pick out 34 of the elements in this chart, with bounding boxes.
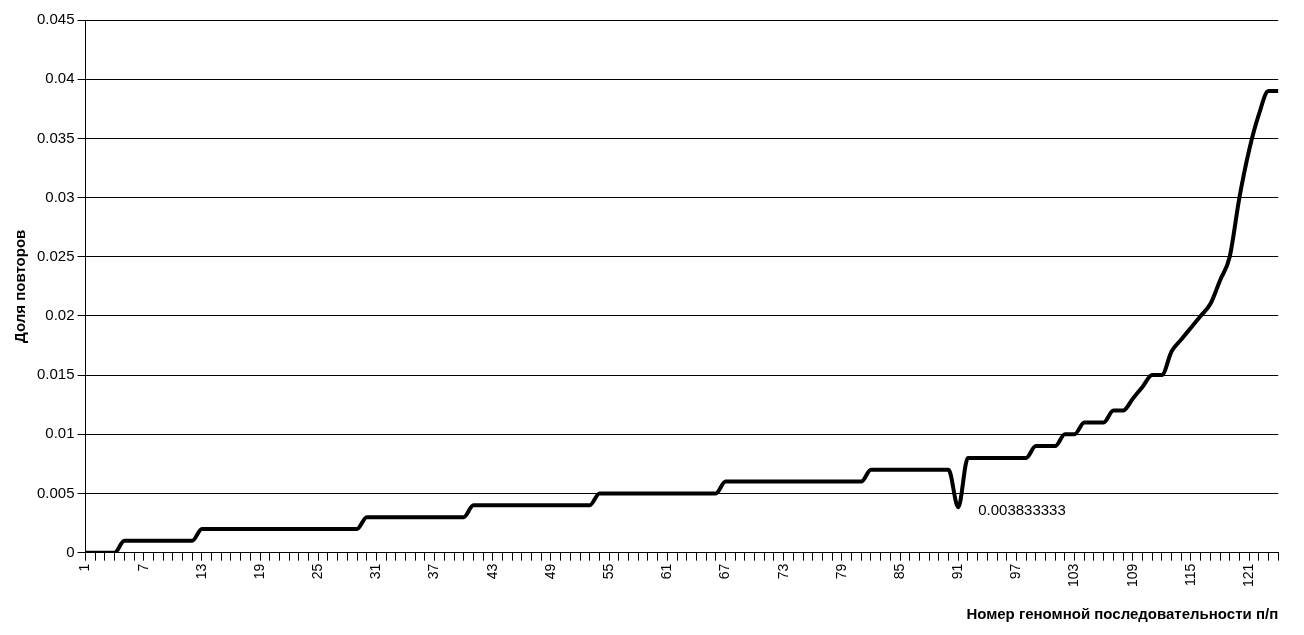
x-tick-label: 61 xyxy=(658,563,675,580)
x-tick-label: 49 xyxy=(541,563,558,580)
x-tick-label: 121 xyxy=(1239,563,1256,587)
y-tick-label: 0.015 xyxy=(36,365,75,383)
x-tick-label: 1 xyxy=(76,563,93,572)
x-tick-label: 97 xyxy=(1007,563,1024,580)
y-tick-label: 0.045 xyxy=(36,10,75,28)
x-tick-label: 115 xyxy=(1181,563,1198,586)
x-tick-label: 91 xyxy=(949,563,966,580)
x-tick-label: 73 xyxy=(774,563,791,580)
x-tick-label: 55 xyxy=(600,563,616,580)
y-tick-label: 0.025 xyxy=(36,246,75,264)
x-tick-label: 19 xyxy=(250,563,267,580)
x-tick-label: 103 xyxy=(1065,563,1082,587)
x-tick-label: 31 xyxy=(367,563,384,580)
x-tick-label: 85 xyxy=(890,563,907,580)
y-tick-label: 0 xyxy=(66,542,75,560)
x-tick-label: 109 xyxy=(1123,563,1140,587)
y-tick-label: 0.01 xyxy=(45,424,75,442)
x-tick-label: 43 xyxy=(483,563,500,580)
y-tick-label: 0.03 xyxy=(45,187,75,205)
annotation: 0.003833333 xyxy=(978,501,1066,519)
y-axis-title: Доля повторов xyxy=(11,229,29,343)
x-tick-label: 7 xyxy=(134,563,151,572)
x-axis-title: Номер геномной последовательности п/п xyxy=(966,605,1279,623)
y-tick-label: 0.005 xyxy=(36,483,75,501)
x-tick-label: 37 xyxy=(425,563,442,580)
x-tick-label: 79 xyxy=(832,563,849,580)
x-tick-label: 13 xyxy=(192,563,209,580)
y-tick-label: 0.04 xyxy=(45,69,75,87)
x-tick-label: 67 xyxy=(716,563,733,580)
y-tick-label: 0.02 xyxy=(45,306,75,324)
x-tick-label: 25 xyxy=(309,563,326,580)
y-tick-label: 0.035 xyxy=(36,128,75,146)
